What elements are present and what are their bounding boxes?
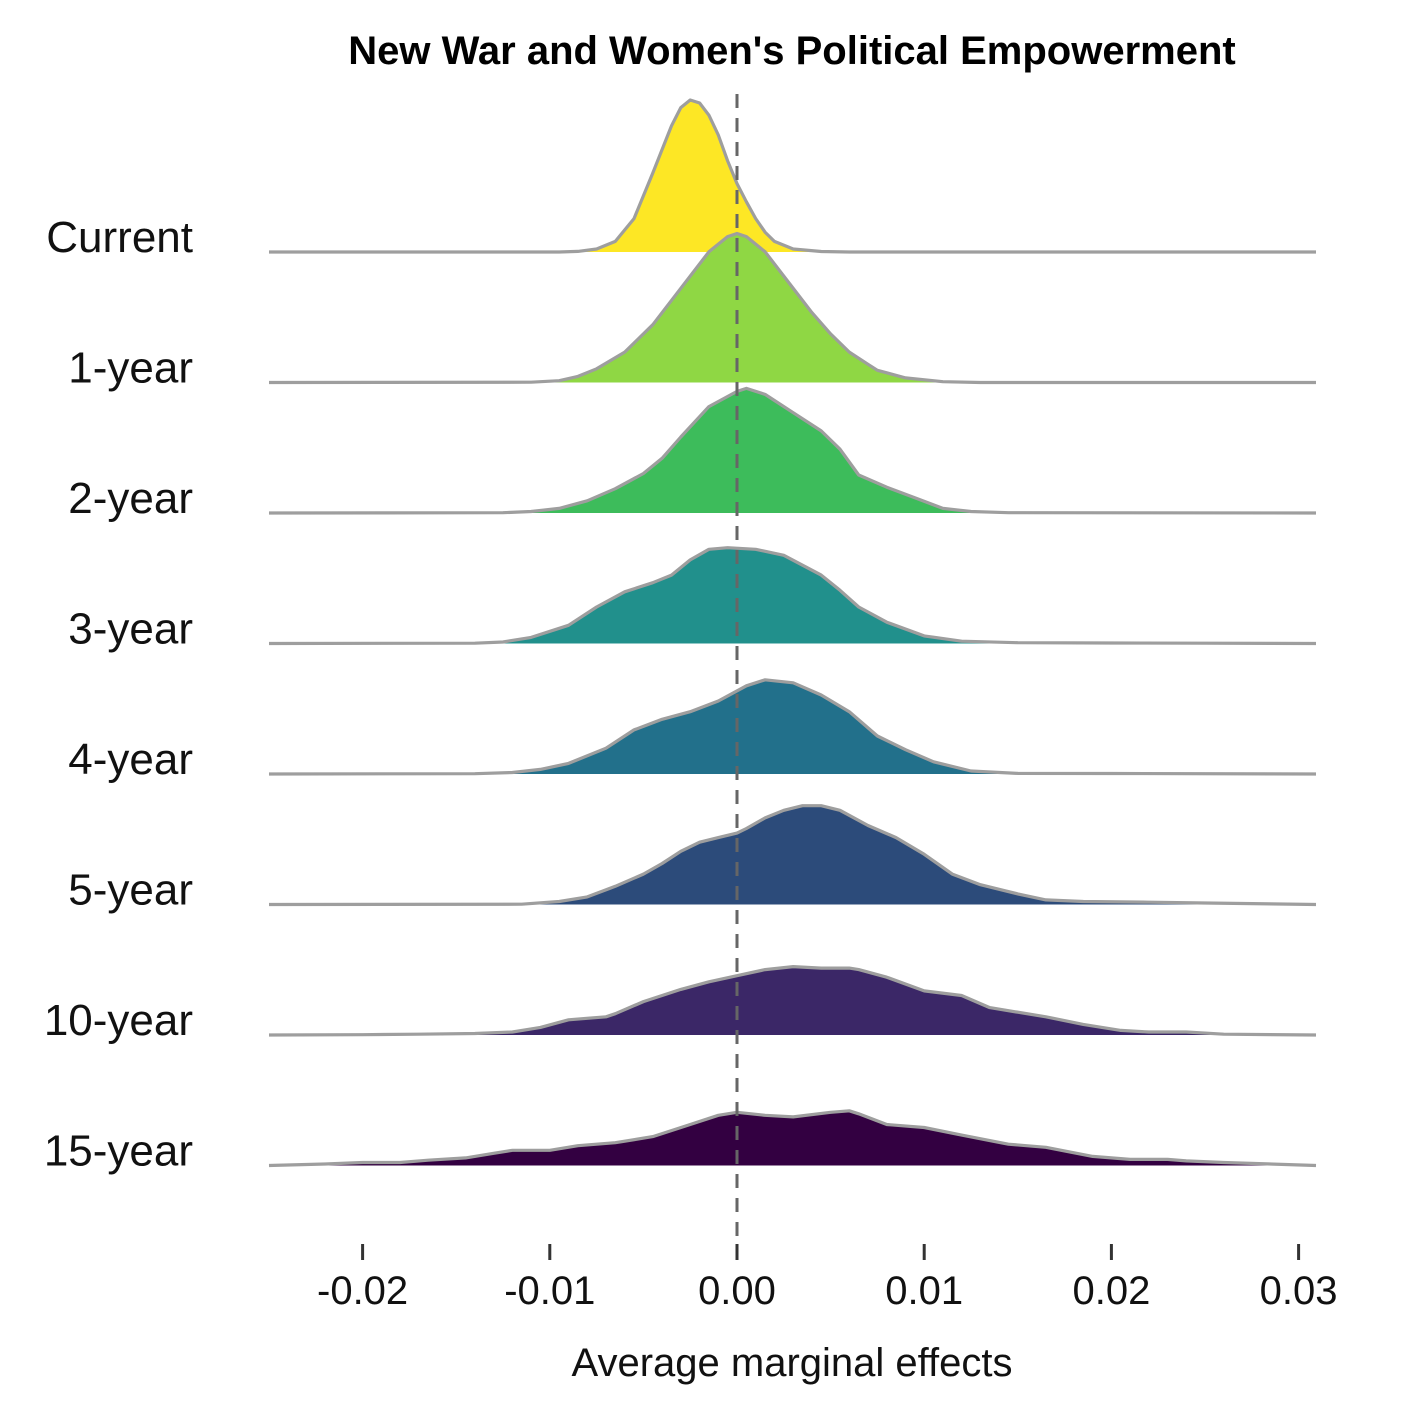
- density-area-10-year: [269, 967, 1316, 1035]
- ridges: [269, 100, 1316, 1166]
- x-axis-title: Average marginal effects: [572, 1341, 1013, 1385]
- x-tick-label: -0.01: [504, 1269, 595, 1313]
- x-tick-label: 0.02: [1072, 1269, 1150, 1313]
- row-label: 10-year: [44, 996, 193, 1045]
- row-labels: Current 1-year 2-year 3-year 4-year 5-year 10-…: [44, 213, 193, 1176]
- density-area-3-year: [269, 548, 1316, 644]
- row-label: 3-year: [68, 605, 193, 654]
- row-label: 5-year: [68, 866, 193, 915]
- x-tick-label: 0.01: [885, 1269, 963, 1313]
- x-tick-label: -0.02: [317, 1269, 408, 1313]
- density-area-current: [269, 100, 1316, 252]
- density-area-2-year: [269, 388, 1316, 513]
- row-label: 2-year: [68, 474, 193, 523]
- row-label: Current: [46, 213, 193, 262]
- chart-title: New War and Women's Political Empowermen…: [348, 29, 1235, 73]
- density-area-4-year: [269, 680, 1316, 774]
- x-tick-label: 0.00: [698, 1269, 776, 1313]
- row-label: 4-year: [68, 735, 193, 784]
- density-area-1-year: [269, 234, 1316, 383]
- row-label: 15-year: [44, 1127, 193, 1176]
- x-tick-label: 0.03: [1260, 1269, 1338, 1313]
- x-axis: -0.02 -0.01 0.00 0.01 0.02 0.03: [317, 1244, 1338, 1313]
- density-area-15-year: [269, 1111, 1316, 1166]
- row-label: 1-year: [68, 344, 193, 393]
- density-outline-current: [269, 100, 1316, 252]
- density-area-5-year: [269, 806, 1316, 905]
